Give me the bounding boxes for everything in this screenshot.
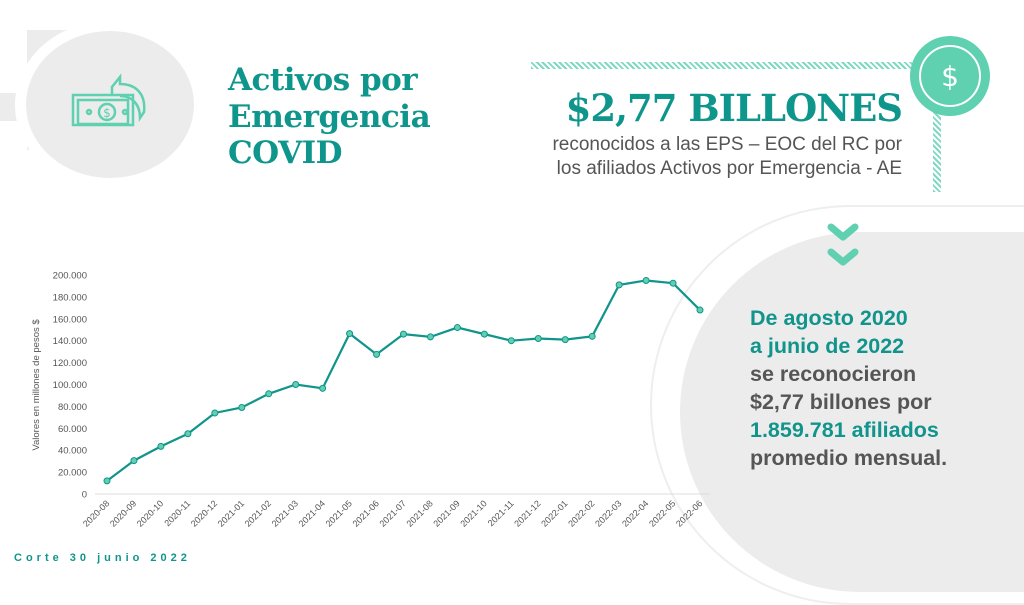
data-point (292, 381, 300, 388)
description-line: reconocidos a las EPS – EOC del RC por (552, 134, 902, 155)
x-tick-label: 2021-04 (297, 498, 327, 528)
line-chart: 0 20.000 40.000 60.000 80.000 100.000 120.000 1… (31, 271, 710, 529)
x-tick-label: 2022-01 (539, 498, 569, 528)
description-line: los afiliados Activos por Emergencia - A… (556, 157, 902, 179)
y-tick-label: 100.000 (53, 380, 87, 391)
data-point (588, 332, 596, 340)
svg-text:$: $ (103, 106, 111, 120)
x-tick-label: 2020-09 (108, 498, 138, 528)
x-tick-label: 2022-03 (593, 498, 623, 528)
data-point (642, 276, 650, 284)
summary-line: se reconocieron (750, 361, 917, 386)
summary-circle (680, 232, 1024, 592)
y-tick-label: 0 (82, 490, 87, 501)
x-tick-label: 2021-07 (377, 498, 407, 528)
data-point (373, 350, 381, 358)
title-line: Emergencia (228, 98, 431, 135)
data-point (426, 333, 434, 341)
summary-line: a junio de 2022 (750, 333, 905, 358)
data-point (319, 384, 327, 392)
x-tick-label: 2021-09 (431, 498, 461, 528)
y-tick-label: 60.000 (58, 424, 87, 435)
amount-description: reconocidos a las EPS – EOC del RC por l… (552, 133, 902, 181)
x-tick-label: 2021-12 (512, 498, 542, 528)
x-tick-label: 2021-11 (486, 498, 516, 528)
y-tick-label: 140.000 (53, 336, 87, 347)
title-line: Activos por (228, 62, 418, 98)
double-chevron-down-icon (827, 223, 859, 266)
y-tick-label: 120.000 (53, 358, 87, 369)
data-point (696, 306, 704, 314)
x-tick-label: 2021-05 (324, 498, 354, 528)
data-point (157, 442, 165, 450)
x-tick-label: 2020-10 (135, 498, 165, 528)
y-tick-label: 200.000 (53, 271, 87, 282)
footer-note: Corte 30 junio 2022 (14, 552, 191, 564)
data-point (211, 409, 219, 417)
x-tick-label: 2020-12 (189, 498, 219, 528)
x-tick-label: 2022-02 (566, 498, 596, 528)
y-tick-label: 80.000 (58, 402, 87, 413)
x-tick-label: 2021-10 (458, 498, 488, 528)
summary-line: 1.859.781 afiliados (750, 417, 939, 442)
data-point (561, 336, 569, 344)
x-tick-label: 2020-08 (81, 498, 111, 528)
series-line (106, 279, 701, 482)
x-tick-label: 2021-03 (270, 498, 300, 528)
x-tick-label: 2021-06 (351, 498, 381, 528)
data-point (453, 324, 461, 332)
summary-line: promedio mensual. (750, 445, 948, 470)
hatched-bar-side (933, 100, 941, 192)
x-tick-label: 2021-01 (216, 498, 246, 528)
x-tick-label: 2022-05 (647, 498, 677, 528)
data-point (184, 430, 192, 438)
summary-text: De agosto 2020 a junio de 2022 se recono… (750, 305, 947, 473)
x-tick-label: 2021-08 (404, 498, 434, 528)
x-tick-label: 2021-02 (243, 498, 273, 528)
data-point (265, 390, 273, 398)
data-point (400, 330, 407, 338)
y-axis-label: Valores en millones de pesos $ (31, 319, 42, 451)
title-line: COVID (228, 135, 343, 172)
y-tick-label: 40.000 (58, 446, 87, 457)
summary-line: $2,77 billones por (750, 389, 932, 414)
data-point (238, 403, 246, 411)
money-return-icon: $ (71, 73, 146, 127)
dollar-coin-icon: $ (910, 36, 990, 116)
hatched-bar-top (531, 62, 931, 69)
data-point (669, 279, 677, 287)
y-tick-label: 160.000 (53, 314, 87, 325)
y-tick-label: 180.000 (53, 292, 87, 303)
x-tick-label: 2020-11 (162, 498, 192, 528)
x-tick-label: 2022-04 (620, 498, 650, 528)
x-tick-label: 2022-06 (674, 498, 704, 528)
data-point (534, 335, 542, 343)
data-point (507, 337, 515, 345)
data-point (346, 330, 354, 338)
data-point (130, 457, 138, 465)
data-point (480, 330, 488, 338)
total-amount: $2,77 BILLONES (565, 86, 903, 130)
data-point (103, 477, 111, 485)
y-tick-label: 20.000 (58, 468, 87, 479)
summary-line: De agosto 2020 (750, 306, 908, 330)
page-title: Activos por Emergencia COVID (228, 62, 431, 172)
data-point (615, 281, 623, 289)
